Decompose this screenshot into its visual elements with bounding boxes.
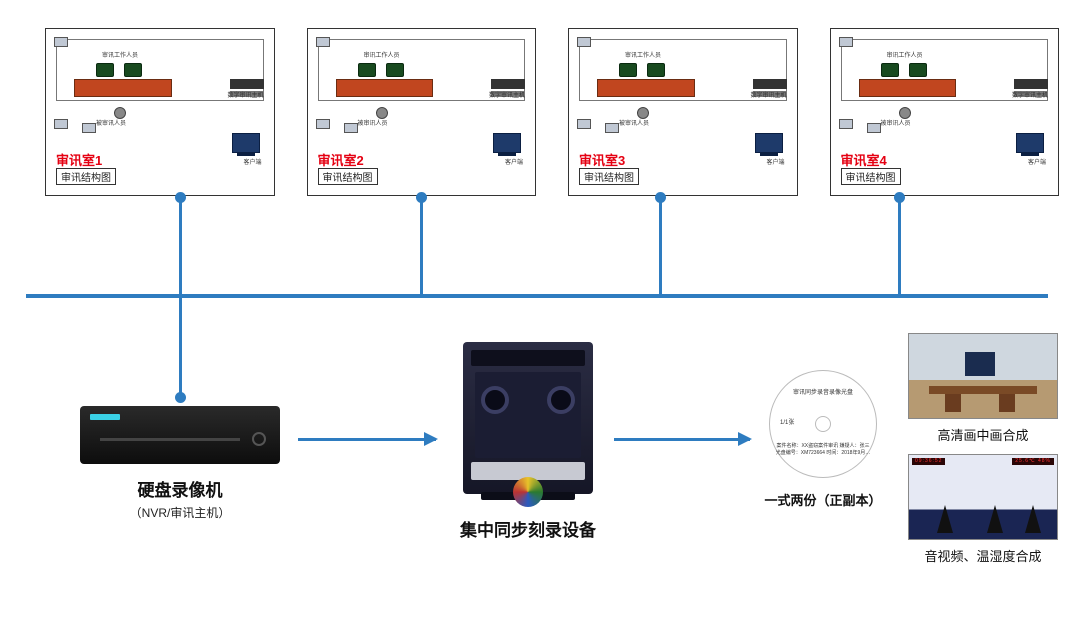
thumb-env: 09:36:52 25.6℃ 48% [908, 454, 1058, 540]
nvr-title: 硬盘录像机 [80, 476, 280, 501]
client-icon [493, 133, 521, 153]
room-sublabel: 审讯结构图 [56, 168, 116, 185]
disc-icon: 审讯同步录音录像光盘 1/1张 案件名称：XX盗窃案件审讯 嫌疑人：张三 光盘编… [769, 370, 877, 478]
room2-connector [420, 197, 423, 294]
thumb-env-label: 音视频、温湿度合成 [908, 546, 1058, 565]
arrow-burner-to-disc [614, 438, 750, 441]
burner-title: 集中同步刻录设备 [448, 516, 608, 541]
nvr-icon [80, 406, 280, 464]
disc-meta-text: 案件名称：XX盗窃案件审讯 嫌疑人：张三 光盘编号：XM723664 时间：20… [775, 443, 870, 457]
host-label: 数字审讯主机 [227, 93, 263, 100]
room-1: 审讯工作人员 被审讯人员 数字审讯主机 客户端 审讯室1 审讯结构图 [45, 28, 275, 196]
staff-mid-label: 被审讯人员 [96, 121, 126, 128]
burner-icon [463, 342, 593, 494]
client-icon [1016, 133, 1044, 153]
client-icon [232, 133, 260, 153]
room-row: 审讯工作人员 被审讯人员 数字审讯主机 客户端 审讯室1 审讯结构图 审讯工作人… [45, 28, 1059, 196]
thumb-pip-label: 高清画中画合成 [908, 425, 1058, 444]
room-sublabel: 审讯结构图 [318, 168, 378, 185]
room-4: 审讯工作人员 被审讯人员 数字审讯主机 客户端 审讯室4 审讯结构图 [830, 28, 1060, 196]
nvr-subtitle: （NVR/审讯主机） [80, 504, 280, 521]
nvr-connector [179, 298, 182, 398]
client-icon [755, 133, 783, 153]
room4-connector [898, 197, 901, 294]
system-diagram: 审讯工作人员 被审讯人员 数字审讯主机 客户端 审讯室1 审讯结构图 审讯工作人… [0, 0, 1074, 618]
room-label: 审讯室2 [318, 150, 364, 169]
arrow-nvr-to-burner [298, 438, 436, 441]
staff-top-label: 审讯工作人员 [102, 53, 138, 60]
output-thumbnails: 高清画中画合成 09:36:52 25.6℃ 48% 音视频、温湿度合成 [908, 333, 1058, 575]
room-sublabel: 审讯结构图 [841, 168, 901, 185]
disc-title-text: 审讯同步录音录像光盘 [781, 387, 866, 396]
burner-device: 集中同步刻录设备 [448, 342, 608, 541]
room1-connector [179, 197, 182, 294]
room3-connector [659, 197, 662, 294]
client-label: 客户端 [243, 160, 261, 167]
disc-output: 审讯同步录音录像光盘 1/1张 案件名称：XX盗窃案件审讯 嫌疑人：张三 光盘编… [758, 370, 888, 509]
disc-count-text: 1/1张 [780, 417, 794, 426]
disc-caption: 一式两份（正副本） [758, 490, 888, 509]
led-time: 09:36:52 [912, 458, 945, 465]
room-label: 审讯室3 [579, 150, 625, 169]
room-label: 审讯室1 [56, 150, 102, 169]
room-label: 审讯室4 [841, 150, 887, 169]
thumb-pip [908, 333, 1058, 419]
led-env: 25.6℃ 48% [1012, 458, 1054, 465]
nvr-device: 硬盘录像机 （NVR/审讯主机） [80, 406, 280, 521]
room-sublabel: 审讯结构图 [579, 168, 639, 185]
room-3: 审讯工作人员 被审讯人员 数字审讯主机 客户端 审讯室3 审讯结构图 [568, 28, 798, 196]
room-2: 审讯工作人员 被审讯人员 数字审讯主机 客户端 审讯室2 审讯结构图 [307, 28, 537, 196]
